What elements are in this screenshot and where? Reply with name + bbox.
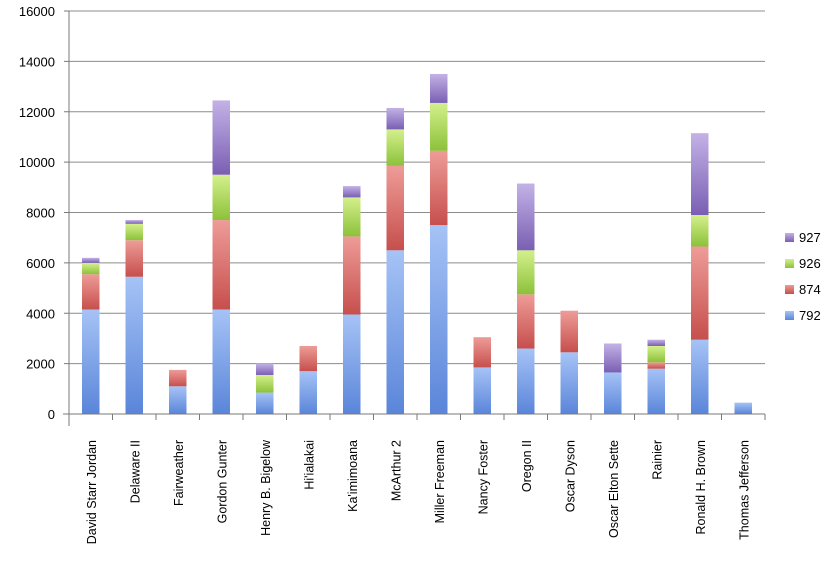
bar-segment-792	[560, 352, 578, 414]
legend-swatch-927	[785, 233, 794, 242]
y-tick-label: 12000	[19, 105, 55, 120]
x-category-label: Nancy Foster	[476, 440, 490, 514]
bar-segment-926	[212, 174, 230, 221]
bar-segment-874	[386, 165, 404, 251]
x-category-label: Ronald H. Brown	[694, 440, 708, 535]
gridlines	[69, 10, 765, 415]
bar-segment-927	[256, 363, 274, 375]
bar-segment-874	[647, 362, 665, 369]
x-category-label: Oregon II	[520, 440, 534, 492]
y-tick-label: 0	[48, 407, 55, 422]
x-category-label: Fairweather	[172, 440, 186, 506]
bar-segment-792	[604, 372, 622, 414]
bar-segment-926	[343, 197, 361, 237]
bar-segment-874	[343, 236, 361, 315]
y-tick-label: 8000	[26, 206, 55, 221]
bar-segment-927	[386, 107, 404, 130]
y-tick-label: 6000	[26, 256, 55, 271]
bar-segment-792	[125, 276, 143, 414]
x-category-label: Ka'imimoana	[346, 440, 360, 512]
bar-segment-927	[125, 220, 143, 224]
bar-segment-926	[691, 215, 709, 247]
bar-segment-927	[430, 73, 448, 103]
bar-segment-927	[82, 257, 100, 263]
bar-segment-927	[517, 183, 535, 251]
bar-segment-926	[125, 223, 143, 241]
x-category-label: Henry B. Bigelow	[259, 439, 273, 536]
x-category-label: Delaware II	[128, 440, 142, 503]
bar-segment-792	[647, 368, 665, 414]
x-category-label: Oscar Dyson	[563, 440, 577, 512]
bar-segment-792	[734, 402, 752, 414]
y-tick-label: 2000	[26, 357, 55, 372]
bar-segment-874	[212, 220, 230, 310]
x-category-label: McArthur 2	[389, 440, 403, 501]
bar-segment-926	[430, 102, 448, 151]
x-category-label: Oscar Elton Sette	[607, 440, 621, 538]
x-category-label: Gordon Gunter	[215, 440, 229, 523]
bar-segment-874	[517, 294, 535, 349]
bar-segment-792	[473, 367, 491, 414]
bar-segment-874	[473, 337, 491, 368]
x-category-label: Miller Freeman	[433, 440, 447, 523]
bar-segment-874	[299, 345, 317, 372]
bar-segment-874	[125, 240, 143, 277]
bars	[82, 73, 752, 414]
y-tick-label: 14000	[19, 54, 55, 69]
x-category-label: Hi'ialakai	[302, 440, 316, 490]
bar-segment-926	[386, 129, 404, 166]
x-axis-category-labels: David Starr Jordan Delaware II Fairweather…	[85, 439, 752, 544]
bar-segment-927	[343, 186, 361, 198]
bar-segment-792	[299, 371, 317, 414]
x-category-label: Thomas Jefferson	[737, 440, 751, 540]
bar-segment-927	[212, 100, 230, 175]
bar-segment-792	[212, 309, 230, 414]
bar-segment-874	[169, 369, 187, 387]
legend-label: 927	[799, 230, 821, 245]
axes	[63, 10, 766, 426]
bar-segment-874	[560, 310, 578, 353]
bar-segment-792	[386, 250, 404, 414]
y-tick-label: 4000	[26, 306, 55, 321]
bar-segment-927	[691, 133, 709, 216]
bar-segment-874	[82, 274, 100, 310]
y-axis-tick-labels: 0 2000 4000 6000 8000 10000 12000 14000 16000	[19, 4, 55, 422]
bar-segment-792	[82, 309, 100, 414]
legend-swatch-792	[785, 311, 794, 320]
legend-label: 926	[799, 256, 821, 271]
legend-swatch-926	[785, 259, 794, 268]
x-category-label: David Starr Jordan	[85, 440, 99, 544]
bar-segment-927	[647, 339, 665, 346]
legend-label: 792	[799, 308, 821, 323]
bar-segment-874	[691, 246, 709, 340]
bar-segment-926	[517, 250, 535, 295]
bar-segment-792	[430, 225, 448, 414]
legend-label: 874	[799, 282, 821, 297]
bar-segment-792	[691, 339, 709, 414]
bar-segment-792	[169, 386, 187, 414]
bar-segment-926	[82, 262, 100, 275]
bar-segment-926	[647, 345, 665, 363]
y-tick-label: 16000	[19, 4, 55, 19]
bar-segment-792	[343, 314, 361, 414]
bar-segment-927	[604, 343, 622, 373]
bar-segment-792	[517, 348, 535, 414]
bar-segment-926	[256, 374, 274, 393]
bar-segment-792	[256, 392, 274, 414]
legend-swatch-874	[785, 285, 794, 294]
bar-segment-874	[430, 150, 448, 226]
y-tick-label: 10000	[19, 155, 55, 170]
x-category-label: Rainier	[650, 440, 664, 480]
legend: 927 926 874 792	[785, 230, 821, 323]
